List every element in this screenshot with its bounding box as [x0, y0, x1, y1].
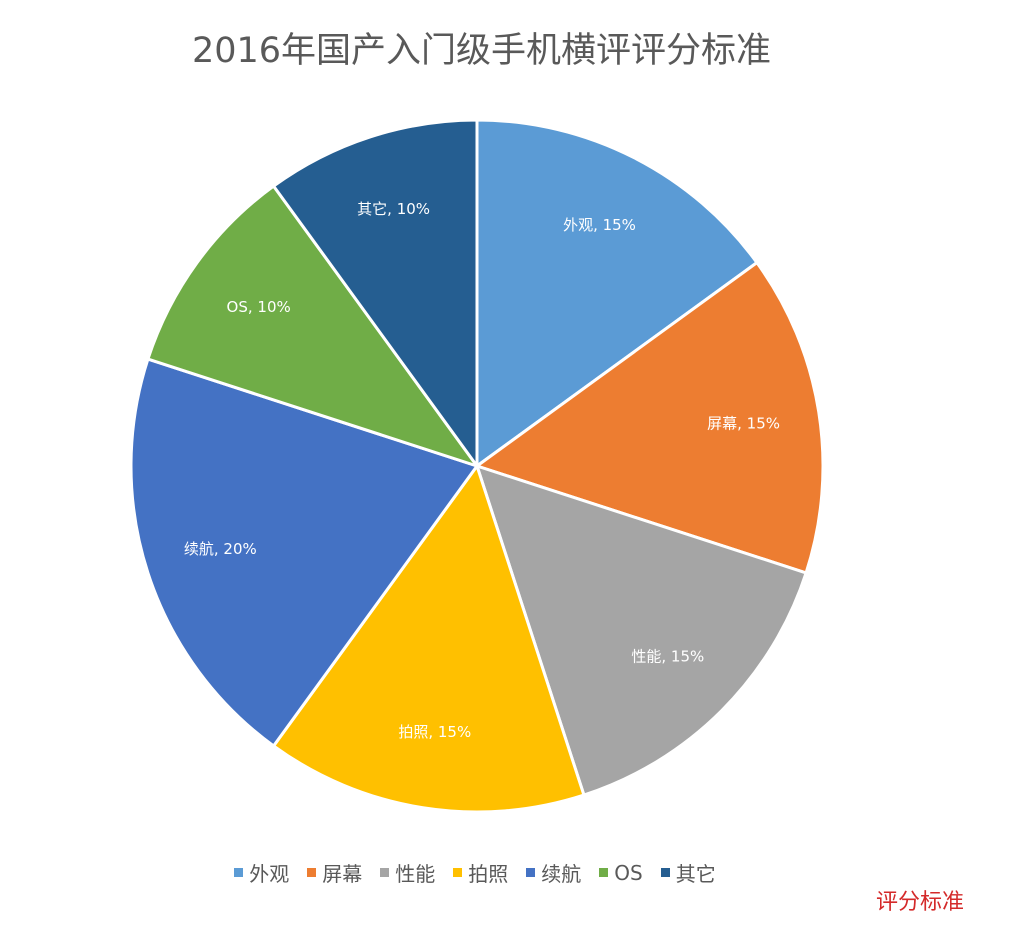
legend-label: 拍照 — [468, 862, 509, 886]
data-label-0: 外观, 15% — [563, 216, 636, 234]
legend-swatch — [599, 868, 609, 877]
legend-item-6: 其它 — [660, 858, 716, 887]
pie-slice-1 — [473, 260, 825, 575]
pie-slice-6 — [271, 118, 479, 471]
legend-label: OS — [614, 860, 643, 885]
watermark-text: 评分标准 — [876, 890, 965, 915]
legend-label: 屏幕 — [322, 862, 363, 886]
legend-label: 续航 — [541, 862, 582, 886]
pie-slice-0 — [475, 118, 760, 469]
pie-slice-5 — [146, 183, 481, 469]
legend-swatch — [526, 868, 536, 877]
legend-item-5: OS — [599, 860, 643, 885]
legend-swatch — [380, 868, 390, 877]
legend-label: 其它 — [675, 862, 716, 886]
data-label-5: OS, 10% — [227, 298, 291, 316]
chart-legend: 外观 屏幕 性能 拍照 续航 OS 其它 — [0, 858, 950, 887]
data-label-3: 拍照, 15% — [398, 723, 471, 741]
legend-swatch — [234, 868, 244, 877]
pie-slice-3 — [271, 462, 586, 814]
data-label-2: 性能, 15% — [631, 647, 704, 665]
legend-item-0: 外观 — [234, 858, 289, 887]
legend-swatch — [660, 868, 670, 877]
pie-chart: 外观, 15% 屏幕, 15% 性能, 15% 拍照, 15% 续航, 20% OS, 1… — [129, 118, 825, 814]
pie-slice-2 — [474, 463, 808, 797]
legend-item-4: 续航 — [526, 858, 581, 887]
legend-swatch — [307, 868, 317, 877]
data-label-4: 续航, 20% — [184, 540, 257, 558]
data-label-1: 屏幕, 15% — [707, 414, 780, 432]
legend-label: 外观 — [249, 862, 290, 886]
pie-slice-4 — [129, 357, 480, 749]
legend-label: 性能 — [395, 862, 436, 886]
legend-item-1: 屏幕 — [307, 858, 362, 887]
legend-swatch — [453, 868, 463, 877]
legend-item-2: 性能 — [380, 858, 435, 887]
data-label-6: 其它, 10% — [357, 200, 430, 218]
legend-item-3: 拍照 — [453, 858, 508, 887]
chart-title: 2016年国产入门级手机横评评分标准 — [191, 31, 772, 71]
